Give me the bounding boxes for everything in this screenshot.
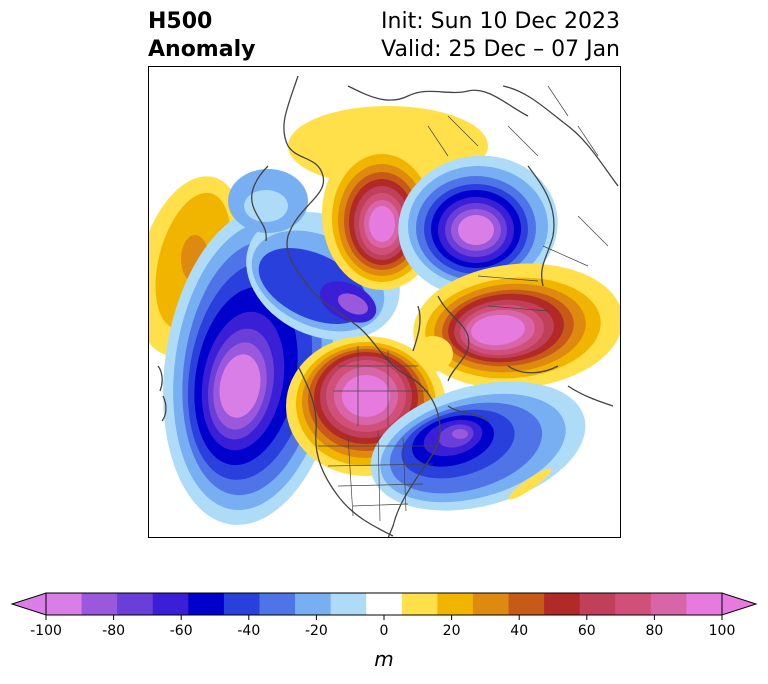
- colorbar-tick-label: 40: [510, 623, 528, 639]
- valid-range: Valid: 25 Dec – 07 Jan: [381, 37, 620, 62]
- colorbar-unit-label: m: [374, 647, 393, 671]
- title-line-1: H500: [148, 9, 213, 34]
- title-line-2: Anomaly: [148, 37, 256, 62]
- colorbar-extend-max: [721, 592, 758, 616]
- colorbar-tick-label: -80: [102, 623, 125, 639]
- colorbar: -100 -80 -60 -40 -20 0 20 40 60 80 100 m: [10, 592, 758, 671]
- colorbar-tick-label: 80: [645, 623, 663, 639]
- colorbar-segment: [330, 593, 367, 615]
- colorbar-segment: [650, 593, 687, 615]
- colorbar-segment: [366, 593, 403, 615]
- colorbar-segment: [686, 593, 723, 615]
- colorbar-tick-label: 20: [443, 623, 461, 639]
- colorbar-segment: [117, 593, 154, 615]
- init-date: Init: Sun 10 Dec 2023: [381, 9, 620, 34]
- anomaly-map: [148, 66, 621, 538]
- colorbar-tick-label: 60: [578, 623, 596, 639]
- colorbar-segment: [259, 593, 296, 615]
- anomaly-small-high: [508, 468, 552, 500]
- anomaly-western-canada-high: [286, 336, 446, 476]
- colorbar-tick-label: 0: [380, 623, 389, 639]
- colorbar-ticks: -100 -80 -60 -40 -20 0 20 40 60 80 100: [30, 615, 735, 639]
- colorbar-segment: [472, 593, 510, 615]
- colorbar-tick-label: 100: [709, 623, 736, 639]
- colorbar-segment: [223, 593, 260, 615]
- anomaly-scandinavian-high: [413, 263, 621, 389]
- colorbar-segment: [81, 593, 118, 615]
- colorbar-segment: [152, 593, 189, 615]
- colorbar-segment: [401, 593, 438, 615]
- colorbar-segment: [544, 593, 581, 615]
- colorbar-tick-label: -60: [170, 623, 193, 639]
- map-title: H500 Anomaly: [148, 8, 255, 64]
- colorbar-segment: [46, 593, 83, 615]
- colorbar-extend-min: [10, 592, 47, 616]
- map-subtitle: Init: Sun 10 Dec 2023 Valid: 25 Dec – 07…: [381, 8, 620, 64]
- political-borders: [318, 85, 609, 522]
- colorbar-segments: [10, 592, 758, 616]
- colorbar-segment: [615, 593, 652, 615]
- anomaly-polar-low: [398, 155, 558, 297]
- colorbar-segment: [579, 593, 616, 615]
- colorbar-tick-label: -40: [237, 623, 260, 639]
- colorbar-segment: [437, 593, 474, 615]
- anomaly-western-atlantic-low: [370, 381, 586, 511]
- colorbar-segment: [295, 593, 332, 615]
- colorbar-tick-label: -20: [305, 623, 328, 639]
- colorbar-segment: [508, 593, 545, 615]
- map-frame: [148, 66, 621, 538]
- colorbar-tick-label: -100: [30, 623, 62, 639]
- colorbar-segment: [188, 593, 225, 615]
- coastlines: [157, 75, 619, 538]
